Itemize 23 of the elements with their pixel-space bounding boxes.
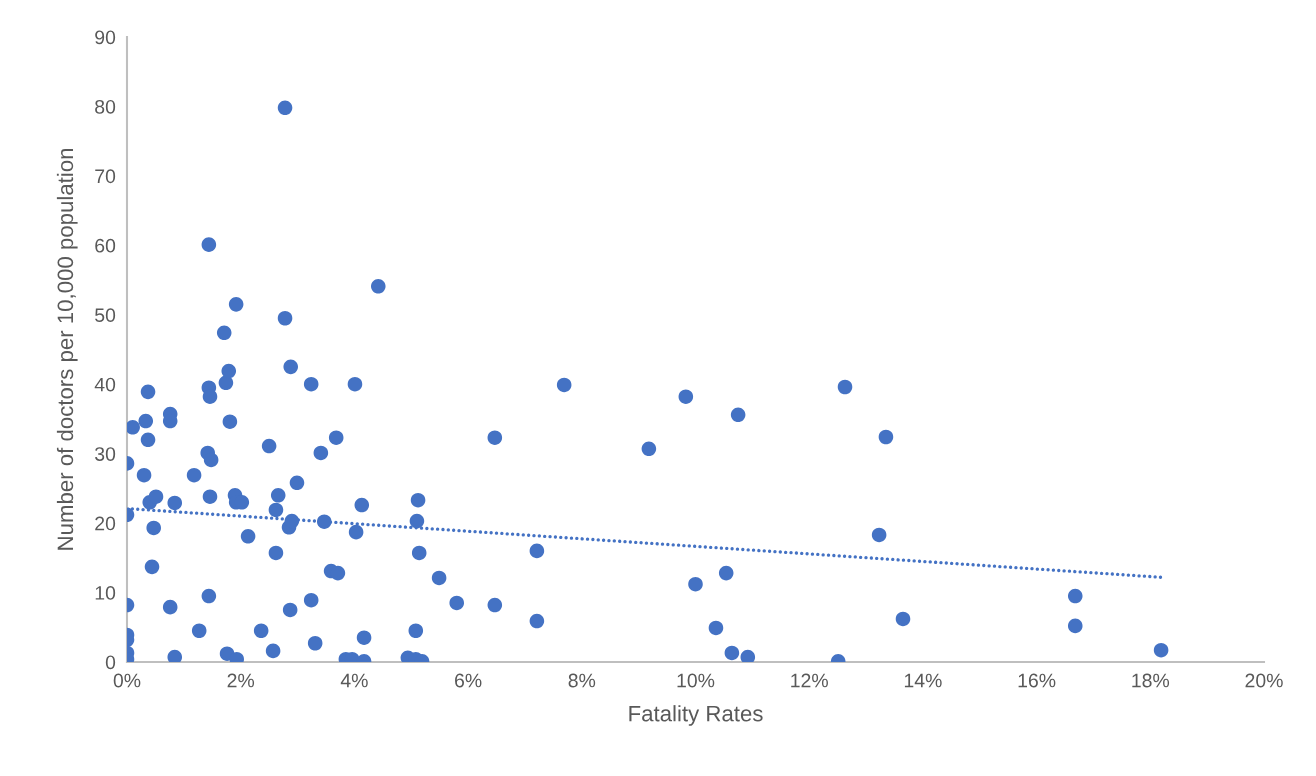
y-tick-label: 80	[95, 99, 116, 114]
x-tick-label: 4%	[340, 673, 368, 688]
x-tick-label: 8%	[568, 673, 596, 688]
x-tick-label: 20%	[1245, 673, 1283, 688]
x-tick-label: 12%	[791, 673, 828, 688]
y-axis-title: Number of doctors per 10,000 population	[56, 148, 78, 550]
y-tick-label: 40	[94, 377, 116, 392]
y-tick-label: 30	[95, 447, 116, 461]
x-tick-label: 2%	[227, 673, 255, 688]
y-tick-label: 70	[95, 169, 116, 184]
y-tick-label: 50	[95, 308, 116, 323]
y-tick-label: 10	[95, 586, 116, 600]
y-tick-label: 20	[95, 516, 116, 531]
x-tick-label: 18%	[1132, 673, 1170, 688]
y-tick-label: 60	[95, 238, 116, 253]
x-tick-label: 14%	[904, 673, 942, 688]
x-tick-label: 6%	[455, 673, 482, 688]
x-tick-label: 0%	[113, 673, 141, 688]
y-tick-label: 90	[95, 30, 116, 45]
x-tick-label: 16%	[1018, 673, 1056, 688]
x-axis-title: Fatality Rates	[629, 705, 763, 726]
x-tick-label: 10%	[677, 673, 715, 688]
y-tick-label: 0	[105, 655, 116, 670]
